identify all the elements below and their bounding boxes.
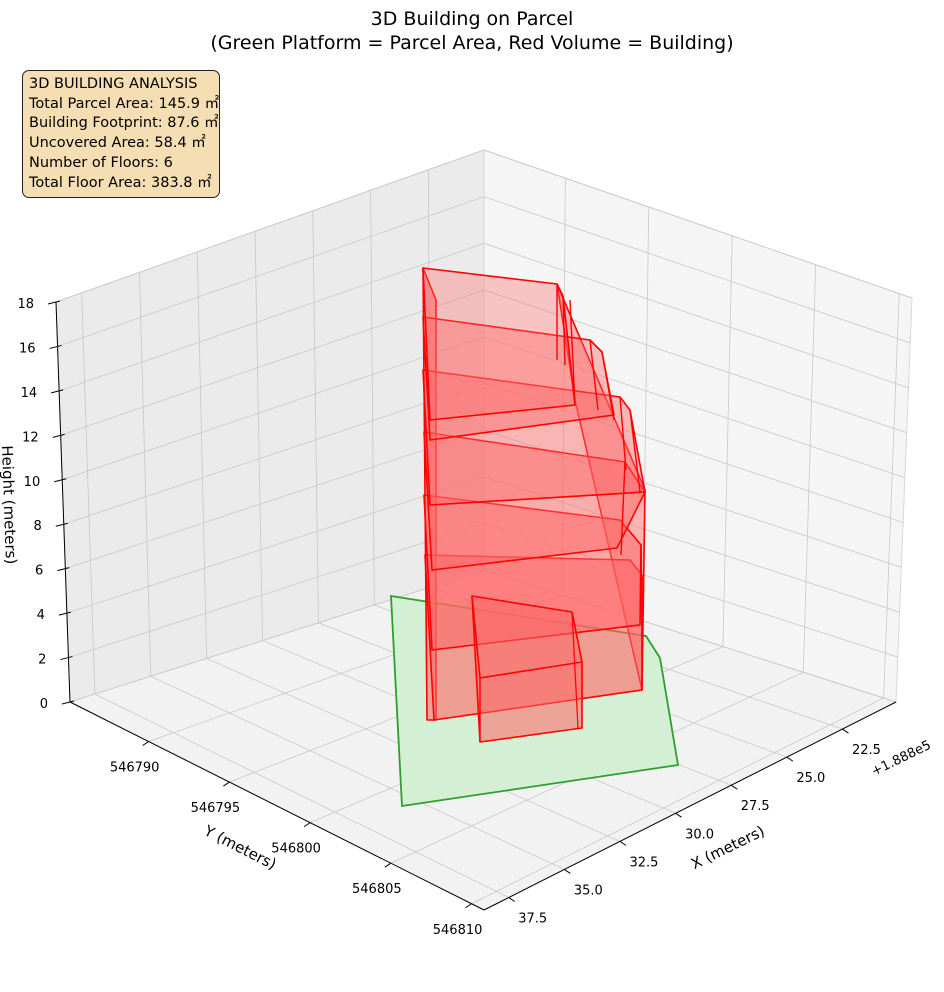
z-tick-mark (49, 344, 62, 349)
x-tick-label: 30.0 (685, 827, 714, 842)
z-tick-mark (54, 478, 67, 483)
y-tick-label: 546800 (271, 842, 321, 857)
x-axis-ticks: 22.5 25.0 27.5 30.0 32.5 35.0 37.5 (508, 728, 881, 927)
z-tick-mark (57, 567, 70, 572)
x-tick-label: 37.5 (518, 912, 547, 927)
z-tick-label: 4 (37, 608, 45, 623)
y-axis-label: Y (meters) (200, 821, 279, 873)
x-tick-label: 35.0 (574, 883, 603, 898)
z-grid-line (58, 242, 909, 392)
x-tick-label: 22.5 (852, 743, 881, 758)
building-front-block (471, 595, 583, 743)
analysis-info-box: 3D BUILDING ANALYSIS Total Parcel Area: … (22, 70, 220, 199)
z-tick-mark (61, 700, 75, 705)
y-axis-ticks: 546790 546795 546800 546805 546810 (110, 741, 483, 938)
z-grid-line (65, 429, 902, 570)
y-tick-label: 546790 (110, 761, 160, 776)
z-tick-label: 8 (33, 519, 41, 534)
z-tick-mark (47, 300, 61, 305)
z-axis-ticks: 0 2 4 6 8 10 12 14 16 18 (17, 297, 75, 712)
z-tick-mark (58, 611, 72, 616)
info-heading: 3D BUILDING ANALYSIS (29, 76, 198, 92)
grid-lines (55, 149, 913, 905)
x-tick-mark (675, 812, 682, 818)
info-footprint: Building Footprint: 87.6 ㎡ (29, 115, 219, 132)
z-grid-line (55, 149, 913, 303)
y-grid-line (390, 264, 817, 864)
z-grid-line (63, 382, 904, 525)
z-axis-label: Height (meters) (0, 445, 20, 565)
x-tick-label: 27.5 (741, 799, 770, 814)
z-tick-label: 14 (21, 386, 38, 401)
z-tick-label: 18 (17, 297, 34, 312)
x-tick-mark (730, 784, 738, 790)
x-tick-mark (786, 756, 794, 762)
z-tick-mark (60, 656, 73, 661)
y-grid-line (471, 293, 900, 905)
y-axis-line (69, 701, 485, 911)
x-grid-line (139, 272, 565, 870)
z-tick-mark (50, 389, 64, 394)
building-floor-slab (422, 369, 646, 506)
info-floors: Number of Floors: 6 (29, 154, 173, 171)
building-volume (422, 267, 646, 743)
building-edge (629, 409, 641, 493)
x-tick-mark (564, 869, 571, 874)
z-grid-line (62, 336, 906, 481)
y-tick-mark (384, 862, 392, 868)
y-tick-mark (142, 741, 149, 746)
z-tick-label: 16 (19, 341, 36, 356)
z-tick-label: 0 (40, 697, 48, 712)
y-tick-mark (465, 903, 472, 909)
info-floor-area: Total Floor Area: 383.8 ㎡ (29, 174, 212, 191)
info-parcel-area: Total Parcel Area: 145.9 ㎡ (29, 95, 220, 112)
z-tick-label: 10 (24, 475, 41, 490)
z-tick-mark (52, 433, 65, 438)
y-tick-label: 546810 (433, 923, 483, 938)
x-tick-mark (842, 728, 849, 734)
z-tick-label: 6 (35, 564, 43, 579)
building-edge (601, 351, 615, 421)
building-edge (569, 299, 576, 406)
chart-title: 3D Building on Parcel (371, 8, 574, 30)
info-uncovered: Uncovered Area: 58.4 ㎡ (29, 135, 206, 152)
z-grid-line (57, 196, 911, 347)
building-floor-slab (423, 431, 646, 571)
x-tick-mark (508, 897, 515, 902)
z-tick-label: 2 (38, 653, 46, 668)
x-tick-label: 25.0 (796, 771, 825, 786)
z-tick-label: 12 (22, 430, 39, 445)
x-axis-line (483, 701, 897, 911)
x-tick-mark (619, 840, 627, 846)
y-tick-mark (223, 781, 230, 787)
y-tick-label: 546805 (352, 882, 402, 897)
z-tick-mark (55, 522, 68, 527)
building-edge (640, 544, 643, 626)
z-axis-line (55, 301, 71, 703)
building-edge (620, 461, 626, 556)
x-tick-label: 32.5 (629, 855, 658, 870)
building-floor-slab (422, 267, 576, 421)
building-edge (571, 611, 579, 729)
building-edge (562, 295, 566, 366)
y-tick-mark (303, 822, 311, 828)
chart-subtitle: (Green Platform = Parcel Area, Red Volum… (210, 32, 733, 54)
x-grid-line (81, 292, 509, 898)
y-tick-label: 546795 (191, 801, 241, 816)
z-grid-line (60, 289, 907, 436)
building-edge (619, 396, 627, 471)
building-edge (589, 339, 599, 411)
